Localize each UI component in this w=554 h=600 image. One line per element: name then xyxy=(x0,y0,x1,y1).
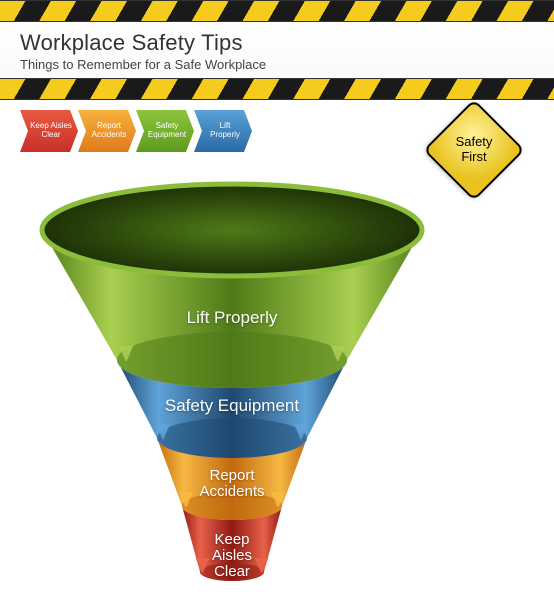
header: Workplace Safety Tips Things to Remember… xyxy=(0,22,554,78)
funnel-segment-label: Lift Properly xyxy=(32,308,432,328)
legend-item: Lift Properly xyxy=(194,110,252,152)
legend-item-label: Keep Aisles Clear xyxy=(20,122,78,140)
sign-line1: Safety xyxy=(456,134,493,149)
legend-row: Keep Aisles ClearReport AccidentsSafety … xyxy=(20,110,252,152)
safety-sign-text: Safety First xyxy=(456,135,493,165)
caution-stripe-lower xyxy=(0,78,554,100)
page-title: Workplace Safety Tips xyxy=(20,30,534,56)
funnel-segment-label: KeepAislesClear xyxy=(32,532,432,579)
sign-line2: First xyxy=(461,149,486,164)
page-subtitle: Things to Remember for a Safe Workplace xyxy=(20,57,534,72)
legend-item-label: Report Accidents xyxy=(78,122,136,140)
funnel-segment-label: Safety Equipment xyxy=(32,396,432,416)
safety-sign: Safety First xyxy=(424,100,524,200)
funnel-svg xyxy=(32,180,432,590)
legend-item-label: Safety Equipment xyxy=(136,122,194,140)
legend-item: Safety Equipment xyxy=(136,110,194,152)
legend-item: Report Accidents xyxy=(78,110,136,152)
funnel-chart: Lift Properly Safety Equipment ReportAccid… xyxy=(32,180,432,590)
legend-item: Keep Aisles Clear xyxy=(20,110,78,152)
legend-item-label: Lift Properly xyxy=(194,122,252,140)
caution-stripe xyxy=(0,0,554,22)
funnel-segment-label: ReportAccidents xyxy=(32,468,432,500)
